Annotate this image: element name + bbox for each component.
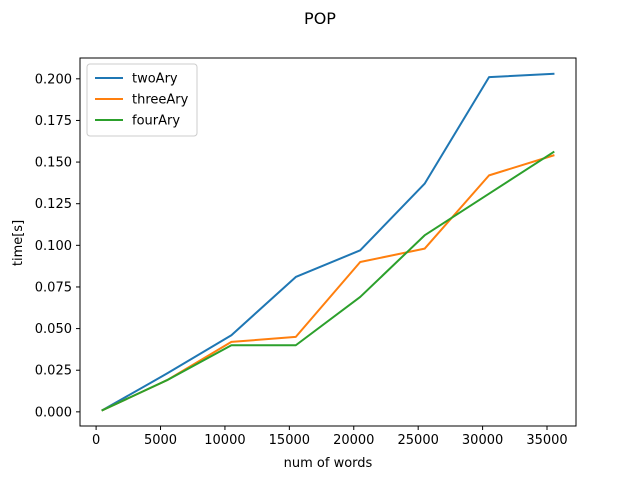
y-tick-label: 0.025 [35, 364, 72, 379]
legend-label-twoAry: twoAry [132, 72, 178, 87]
legend: twoAry threeAry fourAry [86, 63, 198, 137]
plot-area: 0 5000 10000 15000 20000 25000 30000 35000 0.000… [35, 57, 577, 448]
legend-box [86, 63, 198, 137]
x-axis-label: num of words [284, 456, 373, 471]
legend-label-threeAry: threeAry [132, 93, 189, 108]
y-tick-label: 0.125 [35, 197, 72, 212]
y-tick-label: 0.150 [35, 156, 72, 171]
y-axis-label: time[s] [11, 220, 26, 266]
x-tick-label: 0 [92, 433, 100, 448]
x-tick-label: 10000 [204, 433, 245, 448]
x-tick-label: 5000 [144, 433, 177, 448]
y-tick-label: 0.000 [35, 405, 72, 420]
legend-label-fourAry: fourAry [132, 114, 180, 129]
y-tick-label: 0.100 [35, 239, 72, 254]
y-tick-label: 0.175 [35, 114, 72, 129]
x-tick-label: 20000 [333, 433, 374, 448]
series-line-twoAry [101, 72, 555, 412]
x-tick-label: 30000 [462, 433, 503, 448]
y-tick-label: 0.075 [35, 280, 72, 295]
x-tick-label: 25000 [398, 433, 439, 448]
x-tick-label: 35000 [526, 433, 567, 448]
y-tick-label: 0.200 [35, 72, 72, 87]
chart-title: POP [304, 9, 336, 28]
x-tick-label: 15000 [269, 433, 310, 448]
y-tick-label: 0.050 [35, 322, 72, 337]
axes-frame [79, 57, 577, 427]
series-line-fourAry [101, 150, 555, 412]
